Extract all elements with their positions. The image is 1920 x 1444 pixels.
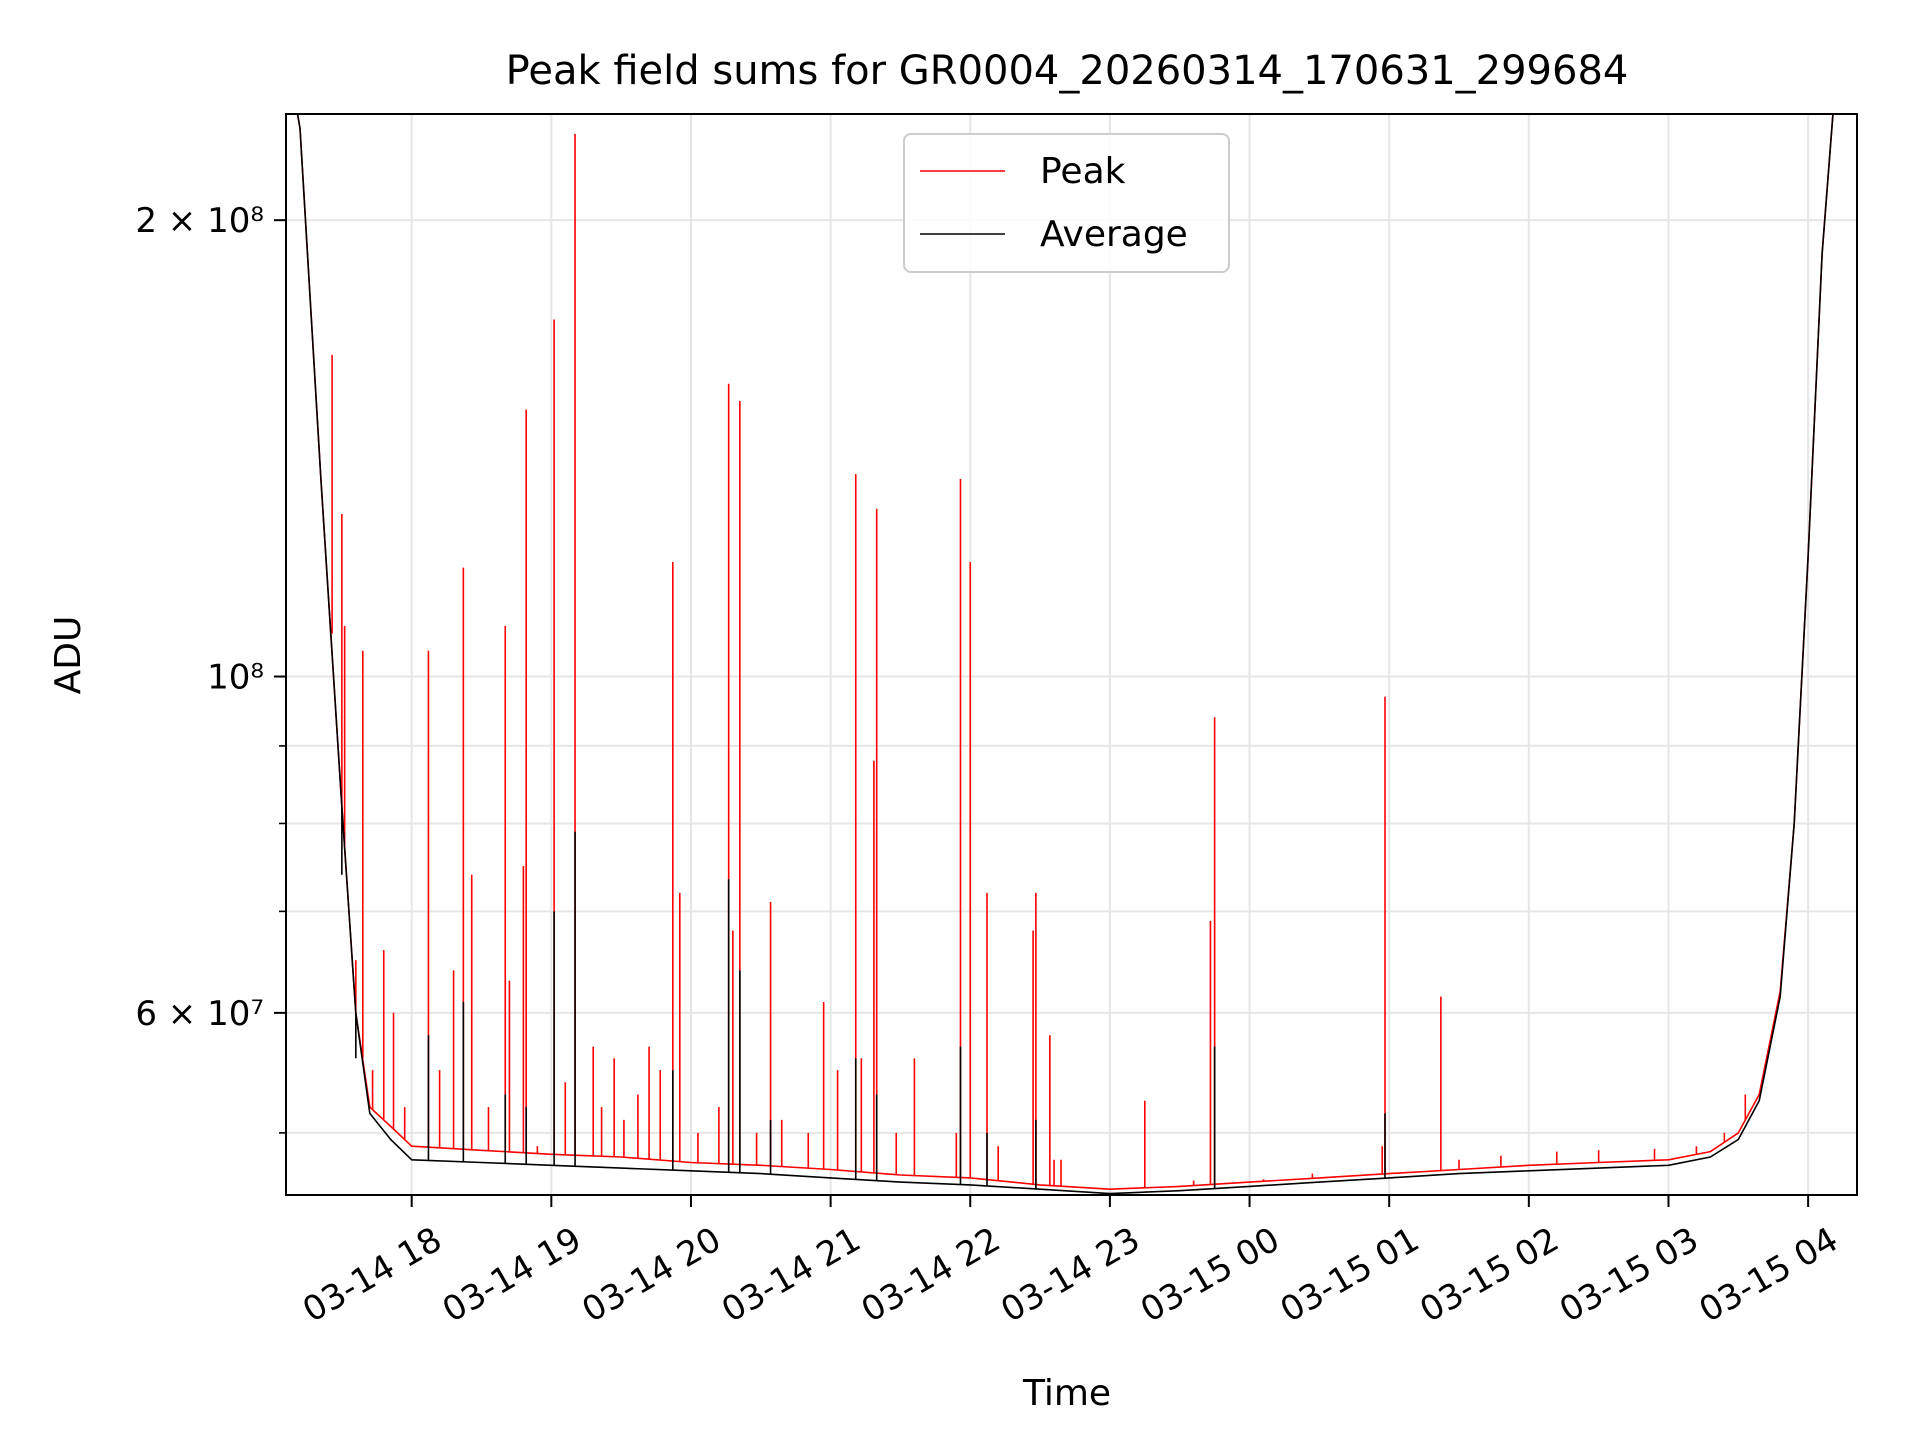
- x-tick-label: 03-15 00: [1134, 1220, 1286, 1331]
- x-tick-label: 03-14 20: [575, 1220, 727, 1331]
- x-tick-label: 03-14 21: [715, 1220, 867, 1331]
- series-line-average: [296, 114, 1834, 1195]
- series-layer: [296, 114, 1834, 1195]
- series-line-peak: [296, 114, 1834, 1190]
- grid-layer: [286, 114, 1857, 1195]
- legend-frame: [903, 133, 1230, 273]
- legend-label-average: Average: [1040, 214, 1188, 255]
- x-axis-label: Time: [1022, 1373, 1111, 1414]
- y-tick-label: 10⁸: [207, 658, 264, 698]
- chart-title: Peak field sums for GR0004_20260314_1706…: [506, 48, 1629, 94]
- x-tick-label: 03-14 19: [436, 1220, 588, 1331]
- x-tick-label: 03-15 03: [1553, 1220, 1705, 1331]
- plot-frame: [285, 113, 1858, 1196]
- y-axis-label: ADU: [48, 616, 89, 695]
- x-tick-label: 03-15 01: [1274, 1220, 1426, 1331]
- y-tick-label: 6 × 10⁷: [135, 994, 264, 1034]
- legend-label-peak: Peak: [1040, 151, 1126, 192]
- legend: Peak Average: [903, 133, 1230, 273]
- y-tick-label: 2 × 10⁸: [135, 201, 264, 241]
- x-tick-label: 03-14 23: [994, 1220, 1146, 1331]
- x-tick-label: 03-15 02: [1413, 1220, 1565, 1331]
- x-tick-label: 03-15 04: [1693, 1220, 1845, 1331]
- x-tick-label: 03-14 18: [296, 1220, 448, 1331]
- x-tick-label: 03-14 22: [855, 1220, 1007, 1331]
